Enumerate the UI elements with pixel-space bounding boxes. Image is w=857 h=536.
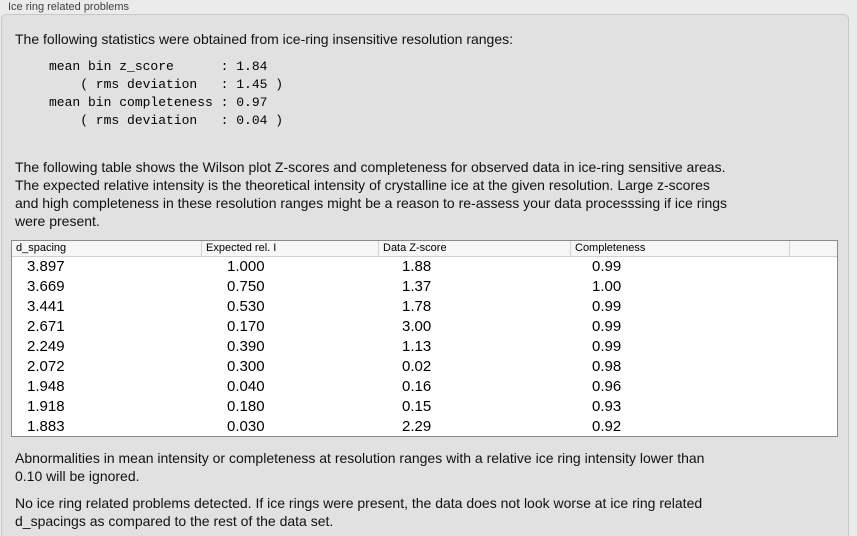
panel-title: Ice ring related problems [8,1,130,13]
column-header-data-z-score[interactable]: Data Z-score [379,241,571,256]
table-header-row: d_spacing Expected rel. I Data Z-score C… [12,241,837,257]
table-row[interactable]: 3.441 0.530 1.78 0.99 [12,297,837,317]
table-cell: 0.170 [227,318,265,336]
table-row[interactable]: 2.249 0.390 1.13 0.99 [12,337,837,357]
table-cell: 0.180 [227,397,265,415]
table-cell: 0.96 [592,377,622,395]
table-cell: 0.15 [402,397,432,415]
table-cell: 0.99 [592,258,622,276]
table-cell: 3.00 [402,318,432,336]
table-cell: 0.99 [592,298,622,316]
column-header-filler [790,241,837,256]
table-cell: 1.78 [402,298,432,316]
column-header-d-spacing[interactable]: d_spacing [12,241,202,256]
table-cell: 0.02 [402,357,432,375]
table-cell: 3.897 [27,258,65,276]
table-row[interactable]: 1.948 0.040 0.16 0.96 [12,376,837,396]
table-cell: 0.390 [227,338,265,355]
column-header-completeness[interactable]: Completeness [571,241,790,256]
table-cell: 2.29 [402,417,432,435]
table-cell: 1.948 [27,377,65,395]
table-description-text: The following table shows the Wilson plo… [15,159,728,229]
table-cell: 2.671 [27,318,65,336]
table-cell: 1.918 [27,397,65,415]
table-cell: 0.030 [227,417,265,435]
table-cell: 1.883 [27,417,65,435]
conclusion-text: No ice ring related problems detected. I… [15,495,703,529]
table-row[interactable]: 1.883 0.030 2.29 0.92 [12,416,837,436]
table-cell: 0.99 [592,338,622,355]
table-cell: 3.441 [27,298,65,316]
table-row[interactable]: 2.072 0.300 0.02 0.98 [12,356,837,376]
stats-block: mean bin z_score : 1.84 ( rms deviation … [49,59,284,128]
table-cell: 1.00 [592,278,622,296]
table-cell: 2.249 [27,338,65,355]
ice-ring-table[interactable]: d_spacing Expected rel. I Data Z-score C… [11,240,838,438]
table-cell: 0.750 [227,278,265,296]
footnote-text: Abnormalities in mean intensity or compl… [15,450,705,484]
table-cell: 0.040 [227,377,265,395]
table-row[interactable]: 2.671 0.170 3.00 0.99 [12,317,837,337]
table-cell: 0.16 [402,377,432,395]
table-cell: 0.99 [592,318,622,336]
table-cell: 1.37 [402,278,432,296]
table-cell: 2.072 [27,357,65,375]
table-cell: 1.000 [227,258,265,276]
table-cell: 0.530 [227,298,265,316]
table-cell: 0.300 [227,357,265,375]
table-cell: 0.93 [592,397,622,415]
table-row[interactable]: 3.669 0.750 1.37 1.00 [12,277,837,297]
stats-intro-text: The following statistics were obtained f… [15,31,514,47]
table-cell: 1.13 [402,338,432,355]
column-header-expected-rel-i[interactable]: Expected rel. I [202,241,379,256]
table-body: 3.897 1.000 1.88 0.99 3.669 0.750 1.37 1.00 3.44… [12,257,837,436]
table-cell: 3.669 [27,278,65,296]
ice-ring-group-box: The following statistics were obtained f… [1,14,849,536]
table-cell: 0.92 [592,417,622,435]
table-cell: 1.88 [402,258,432,276]
table-row[interactable]: 3.897 1.000 1.88 0.99 [12,257,837,277]
table-cell: 0.98 [592,357,622,375]
table-row[interactable]: 1.918 0.180 0.15 0.93 [12,396,837,416]
